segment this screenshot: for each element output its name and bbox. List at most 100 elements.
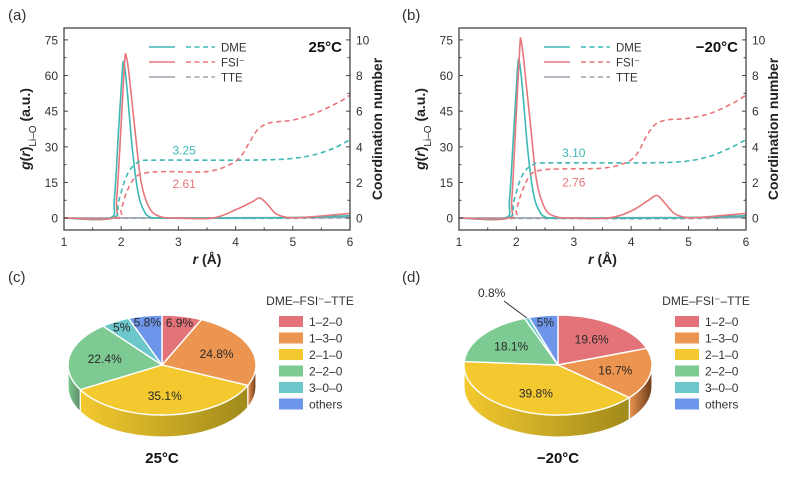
pie-value-label: 5% <box>537 316 555 330</box>
pie-value-label: 5% <box>113 321 131 335</box>
y2-tick-label: 8 <box>356 69 363 83</box>
pie-slice-others <box>127 314 163 366</box>
pie-slice-others <box>528 314 559 366</box>
y2-axis-title: Coordination number <box>369 57 385 200</box>
pie-legend-label: 2–1–0 <box>705 348 739 362</box>
pie-panel-d: (d) 19.6% 16.7% 39.8% 18.1% 0.8% 5% DME–FSI⁻–TT… <box>402 269 750 467</box>
cn-annotation-dme: 3.10 <box>562 146 586 160</box>
pie-legend: DME–FSI⁻–TTE 1–2–0 1–3–0 2–1–0 2–2–0 3–0–0 oth… <box>662 294 750 412</box>
pie-legend-swatch <box>675 365 699 377</box>
y-tick-label: 30 <box>45 140 59 154</box>
pie-legend-title: DME–FSI⁻–TTE <box>266 294 354 308</box>
x-tick-label: 5 <box>685 235 692 249</box>
plot-frame <box>458 27 747 231</box>
pie-value-label: 0.8% <box>478 286 506 300</box>
x-axis-var: r <box>193 251 200 267</box>
y2-axis-title: Coordination number <box>765 57 781 200</box>
y-axis-title: g(r)Li–O (a.u.) <box>17 88 39 171</box>
x-tick-label: 2 <box>513 235 520 249</box>
pie-legend-swatch <box>675 332 699 344</box>
pie-value-label: 19.6% <box>575 333 609 347</box>
panel-label: (d) <box>402 269 420 286</box>
panel-label: (c) <box>8 269 26 286</box>
series-dme-cn <box>64 138 350 221</box>
panel-label: (a) <box>8 7 26 24</box>
pie-slice-2–2–0 <box>463 317 559 366</box>
pie-legend-label: 1–3–0 <box>705 332 739 346</box>
series-fsi-cn <box>64 94 350 220</box>
curves <box>64 53 350 221</box>
y-tick-label: 15 <box>440 176 454 190</box>
y-axis-title-part: (a.u.) <box>412 88 428 125</box>
pie-legend-label: 2–2–0 <box>705 365 739 379</box>
y-axis-title-part: r <box>412 150 428 157</box>
legend-label-dme: DME <box>221 43 247 55</box>
pie-legend-label: others <box>309 398 342 412</box>
y-axis-title-part: (a.u.) <box>17 88 33 125</box>
pie-top: 19.6% 16.7% 39.8% 18.1% 0.8% 5% <box>463 286 653 416</box>
x-tick-label: 2 <box>118 235 125 249</box>
pie-panel-c: (c) 6.9% 24.8% 35.1% 22.4% 5% 5.8% DME–FSI⁻–TTE… <box>8 269 354 467</box>
pie-top: 6.9% 24.8% 35.1% 22.4% 5% 5.8% <box>67 314 257 416</box>
pie-legend-label: 2–1–0 <box>309 348 343 362</box>
y2-tick-label: 2 <box>752 176 759 190</box>
legend-label-dme: DME <box>616 43 642 55</box>
y-axis-title-part: Li–O <box>423 125 434 146</box>
legend-label-tte: TTE <box>221 73 243 85</box>
legend-label-fsi: FSI⁻ <box>616 58 640 70</box>
y-axis-title-part: g <box>17 161 33 171</box>
pie-legend-label: 1–2–0 <box>705 315 739 329</box>
pie-legend-swatch <box>675 382 699 393</box>
series-fsi-rdf <box>459 37 746 221</box>
x-tick-label: 4 <box>628 235 635 249</box>
pie-value-label: 22.4% <box>88 352 122 366</box>
plot-frame <box>63 27 351 231</box>
pie-legend-label: 3–0–0 <box>309 381 343 395</box>
series-dme-rdf <box>64 60 350 221</box>
cn-annotation-dme: 3.25 <box>172 143 196 157</box>
y2-tick-label: 4 <box>752 140 759 154</box>
pie-legend-swatch <box>279 349 303 360</box>
x-tick-label: 3 <box>175 235 182 249</box>
leader-line <box>503 300 528 319</box>
y-axis-title: g(r)Li–O (a.u.) <box>412 88 434 171</box>
x-tick-label: 4 <box>232 235 239 249</box>
series-dme-cn <box>459 138 746 221</box>
x-tick-label: 6 <box>743 235 750 249</box>
y-tick-label: 0 <box>51 212 58 226</box>
pie-value-label: 6.9% <box>166 316 194 330</box>
y2-tick-label: 4 <box>356 140 363 154</box>
series-fsi-cn <box>459 94 746 220</box>
pie-legend-swatch <box>279 382 303 393</box>
y-tick-label: 15 <box>45 176 59 190</box>
y-axis-title-part: ( <box>412 156 428 161</box>
pie-condition-label: 25°C <box>145 450 179 467</box>
pie-legend-label: others <box>705 398 738 412</box>
y2-tick-label: 6 <box>752 105 759 119</box>
curves <box>459 37 746 221</box>
y-tick-label: 75 <box>45 33 59 47</box>
pie-legend-swatch <box>279 316 303 327</box>
x-axis-unit: (Å) <box>198 251 221 267</box>
pie-condition-label: −20°C <box>537 450 579 467</box>
legend-label-fsi: FSI⁻ <box>221 58 245 70</box>
pie-legend: DME–FSI⁻–TTE 1–2–0 1–3–0 2–1–0 2–2–0 3–0–0 oth… <box>266 294 354 412</box>
y2-tick-label: 6 <box>356 105 363 119</box>
panel-label: (b) <box>402 7 420 24</box>
condition-label: 25°C <box>308 39 342 56</box>
pie-value-label: 39.8% <box>519 387 553 401</box>
y-axis-title-part: ( <box>17 156 33 161</box>
y2-tick-label: 0 <box>752 212 759 226</box>
y-tick-label: 0 <box>446 212 453 226</box>
y-tick-label: 30 <box>440 140 454 154</box>
y-tick-label: 45 <box>440 105 454 119</box>
pie-value-label: 18.1% <box>494 340 528 354</box>
legend-label-tte: TTE <box>616 73 638 85</box>
x-tick-label: 1 <box>456 235 463 249</box>
y-tick-label: 60 <box>440 69 454 83</box>
x-axis-title: r (Å) <box>588 251 617 267</box>
pie-legend-swatch <box>279 332 303 344</box>
condition-label: −20°C <box>696 39 738 56</box>
